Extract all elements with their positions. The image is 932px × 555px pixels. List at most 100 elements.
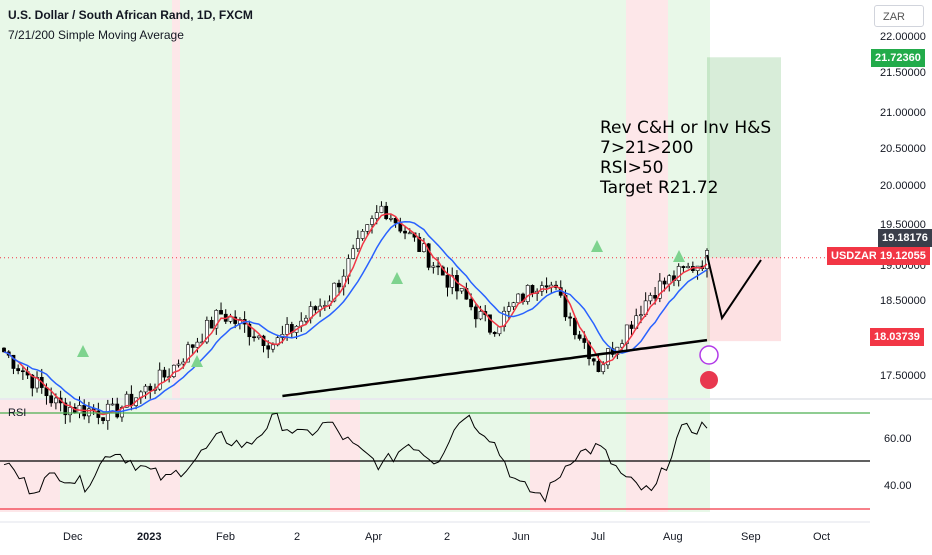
candle <box>143 385 148 393</box>
candle <box>601 364 606 372</box>
bear-background <box>626 0 668 398</box>
x-tick: Dec <box>63 531 83 543</box>
buy-signal-marker <box>673 250 685 262</box>
candle <box>63 402 68 416</box>
candle <box>186 344 190 363</box>
candle <box>214 310 219 329</box>
candle <box>488 314 492 333</box>
candle <box>417 236 422 252</box>
candle <box>422 243 426 252</box>
price-tick: 22.00000 <box>880 31 926 43</box>
candle <box>459 288 464 292</box>
x-tick: Sep <box>741 531 761 543</box>
candle <box>285 324 289 335</box>
candle <box>473 306 478 320</box>
candle <box>591 358 596 362</box>
candle <box>568 316 573 319</box>
candle <box>506 306 511 312</box>
candle <box>266 345 271 350</box>
buy-signal-marker <box>591 240 603 252</box>
x-tick: Aug <box>663 531 683 543</box>
candle <box>530 285 535 294</box>
candle <box>16 368 21 372</box>
candle <box>370 218 374 225</box>
candle <box>426 243 431 268</box>
candle <box>195 341 200 348</box>
candle <box>511 302 516 308</box>
candle <box>11 354 16 369</box>
candle <box>49 395 54 404</box>
price-tick: 21.50000 <box>880 67 926 79</box>
sma200-line <box>282 338 708 398</box>
candle <box>87 408 91 417</box>
currency-button[interactable]: ZAR <box>874 5 924 27</box>
candle <box>190 344 195 348</box>
target-zone <box>707 57 781 258</box>
candle <box>313 306 318 311</box>
candle <box>204 319 209 343</box>
target-price-badge: 21.72360 <box>871 49 925 67</box>
candle <box>20 370 25 373</box>
high-price-badge: 19.18176 <box>878 229 932 247</box>
candle <box>271 344 275 350</box>
x-tick: Oct <box>813 531 831 543</box>
candle <box>572 317 577 336</box>
buy-signal-marker <box>77 345 89 357</box>
candle <box>436 265 440 268</box>
rsi-bear-background <box>530 400 600 512</box>
annotation-line: RSI>50 <box>600 158 664 178</box>
candle <box>648 295 653 302</box>
rsi-tick: 60.00 <box>884 433 912 445</box>
annotation-line: Target R21.72 <box>600 178 719 198</box>
candle <box>606 348 610 366</box>
annotation-line: 7>21>200 <box>600 138 694 158</box>
candle <box>544 285 549 288</box>
candle <box>355 238 360 250</box>
candle <box>124 393 129 408</box>
trend-background <box>0 0 710 398</box>
candle <box>256 335 261 339</box>
candle <box>2 347 6 353</box>
candle <box>577 334 582 339</box>
candle <box>653 295 658 299</box>
candle <box>431 265 436 268</box>
candle <box>171 364 176 377</box>
candle <box>53 397 58 404</box>
candle <box>337 282 341 288</box>
projection-path <box>706 254 762 321</box>
price-tick: 20.00000 <box>880 180 926 192</box>
price-tick: 18.50000 <box>880 295 926 307</box>
flag-icon <box>700 371 718 389</box>
candle <box>101 417 105 421</box>
candle <box>379 205 384 213</box>
candle <box>360 230 365 239</box>
candle <box>351 248 356 259</box>
price-tick: 20.50000 <box>880 143 926 155</box>
rsi-label: RSI <box>8 407 27 419</box>
rsi-line <box>3 412 708 503</box>
rsi-tick: 40.00 <box>884 480 912 492</box>
candle <box>407 232 412 235</box>
candle <box>681 266 686 268</box>
stop-zone <box>707 257 781 342</box>
x-tick: Jul <box>591 531 606 543</box>
candle <box>388 218 393 220</box>
rsi-bear-background <box>150 400 180 512</box>
candle <box>516 293 521 304</box>
candle <box>639 314 643 317</box>
buy-signal-marker <box>191 355 203 367</box>
candle <box>582 338 587 343</box>
candle <box>252 336 256 339</box>
candle <box>157 369 162 390</box>
sma21-line <box>3 221 708 413</box>
candle <box>30 374 35 389</box>
candle <box>686 266 691 268</box>
x-tick: 2 <box>444 531 451 543</box>
event-icon <box>699 345 719 365</box>
candle <box>384 205 389 219</box>
candle <box>492 332 497 335</box>
candle <box>68 407 72 416</box>
candle <box>247 323 252 338</box>
